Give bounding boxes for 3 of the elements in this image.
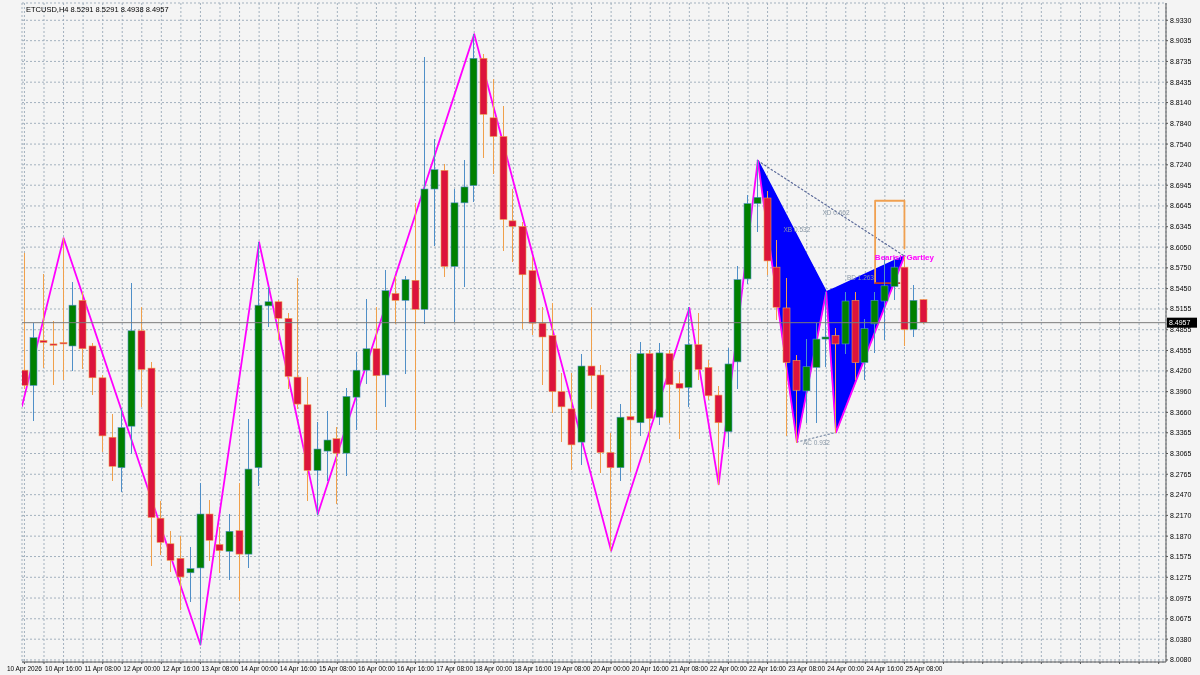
candlestick xyxy=(831,328,840,433)
candlestick xyxy=(39,274,48,368)
candlestick xyxy=(626,354,635,472)
